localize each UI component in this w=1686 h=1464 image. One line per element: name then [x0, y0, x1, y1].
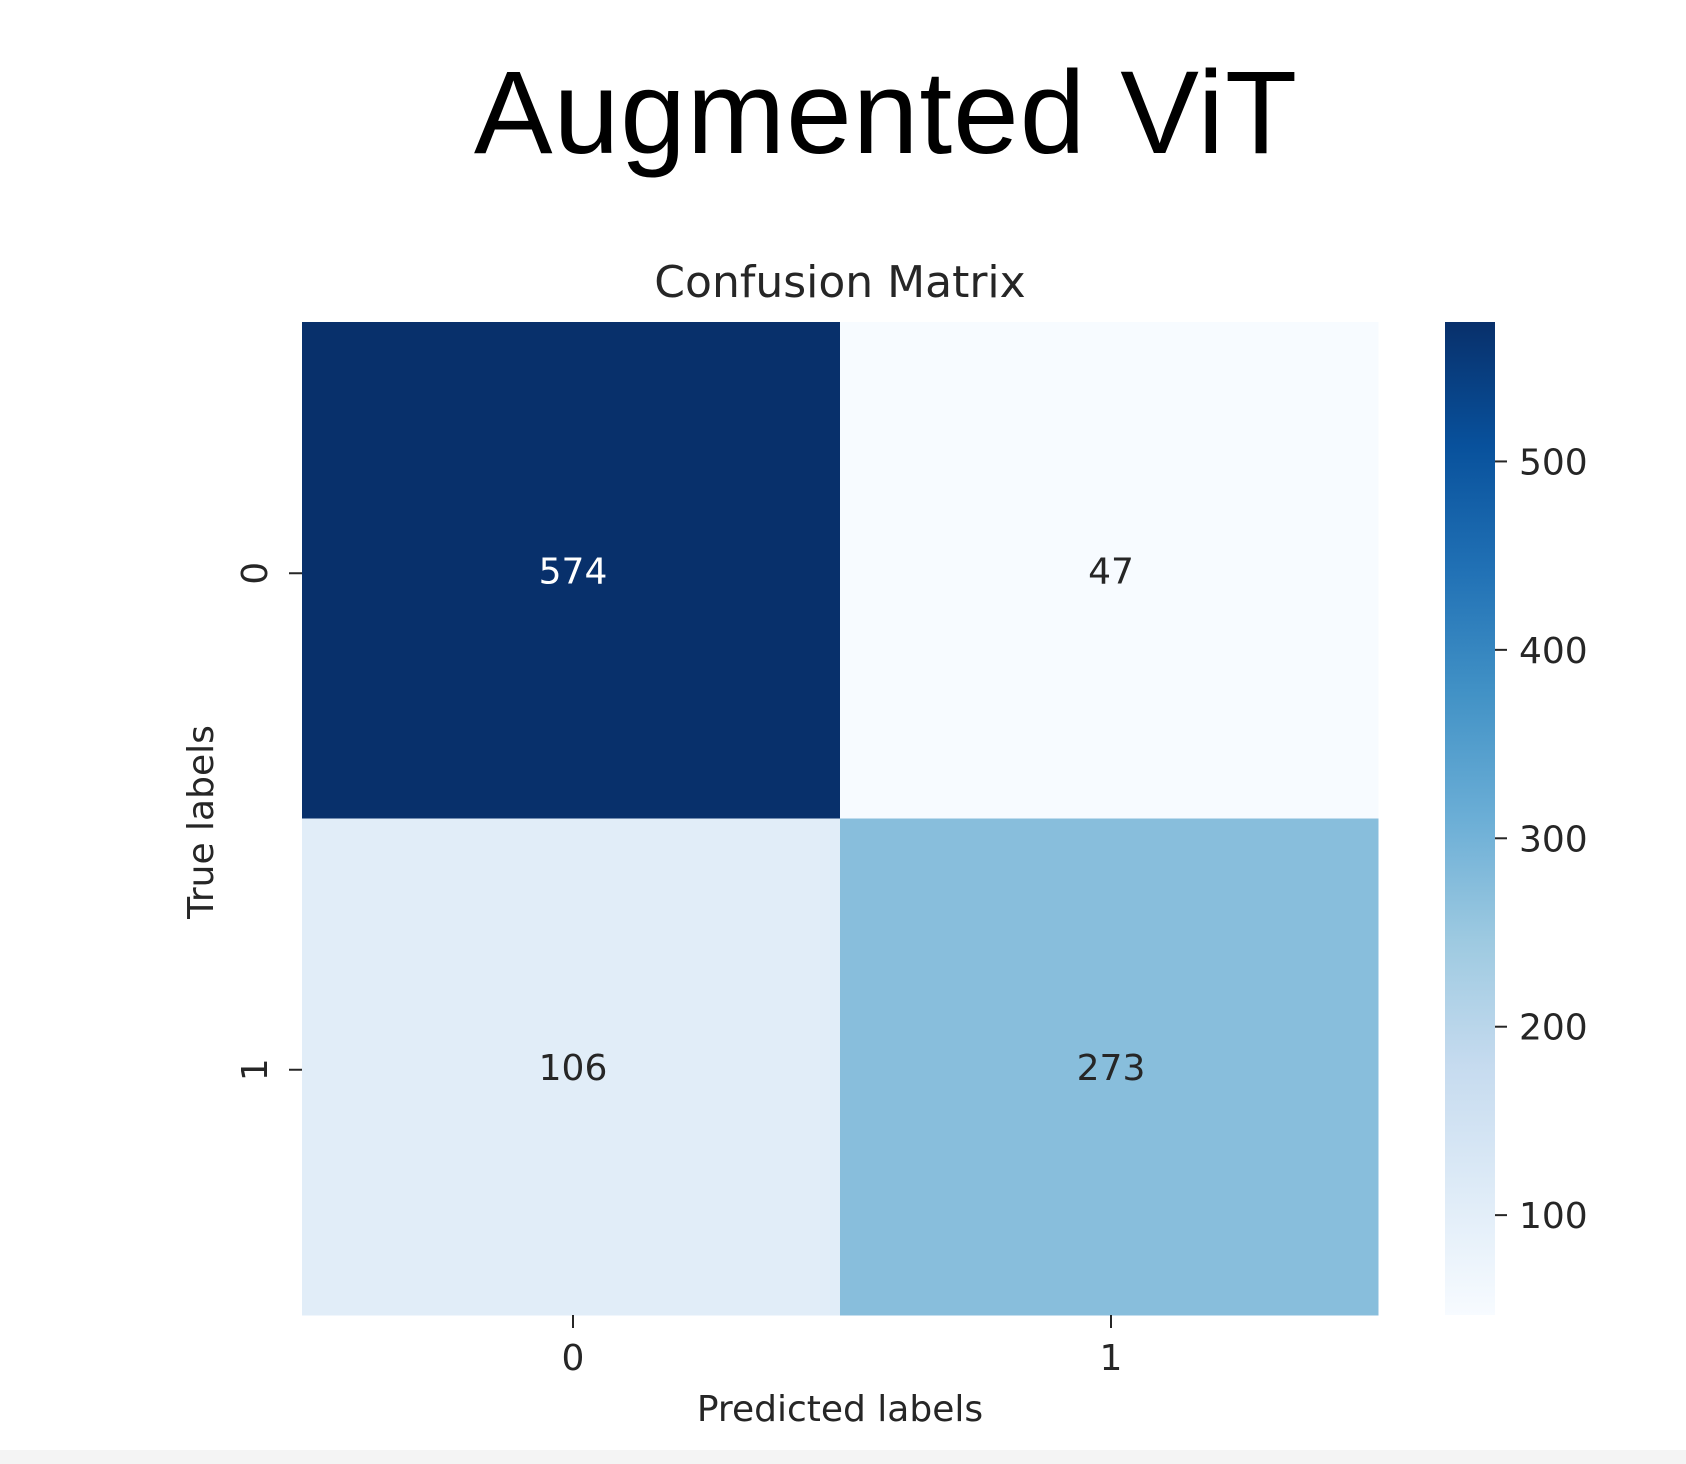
x-tick-label: 1	[1100, 1338, 1123, 1379]
heatmap-cell	[840, 322, 1379, 819]
y-axis-ticks: 01	[235, 562, 302, 1081]
colorbar-tick-label: 500	[1519, 442, 1588, 483]
colorbar-tick-label: 100	[1519, 1196, 1588, 1237]
colorbar-tick-label: 200	[1519, 1008, 1588, 1049]
heatmap-cells	[302, 322, 1379, 1316]
colorbar	[1445, 322, 1495, 1315]
y-axis-label: True labels	[181, 725, 222, 920]
y-tick-label: 0	[235, 562, 276, 585]
colorbar-ticks: 100 200 300 400 500	[1495, 442, 1588, 1237]
heatmap-cell	[302, 322, 841, 819]
slide-title: Augmented ViT	[473, 47, 1299, 179]
heatmap-cell	[840, 818, 1379, 1316]
colorbar-tick-label: 300	[1519, 819, 1588, 860]
cell-value-label: 47	[1088, 551, 1134, 592]
heatmap-cell-labels: 574 47 106 273	[539, 551, 1146, 1089]
x-tick-label: 0	[562, 1338, 585, 1379]
chart-title: Confusion Matrix	[654, 257, 1025, 308]
cell-value-label: 574	[539, 551, 608, 592]
y-tick-label: 1	[235, 1058, 276, 1081]
colorbar-tick-label: 400	[1519, 631, 1588, 672]
cell-value-label: 273	[1077, 1048, 1146, 1089]
x-axis-label: Predicted labels	[697, 1389, 983, 1430]
bottom-strip	[0, 1450, 1686, 1464]
cell-value-label: 106	[539, 1048, 608, 1089]
heatmap-cell	[302, 818, 841, 1316]
